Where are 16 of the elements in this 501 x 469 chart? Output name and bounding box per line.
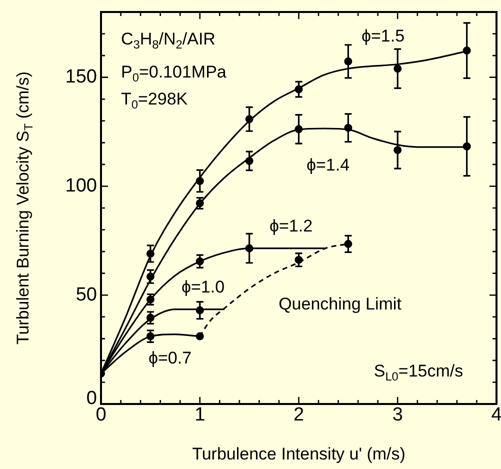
- annotation: ϕ=1.4: [306, 156, 350, 175]
- x-tick-label: 4: [491, 404, 501, 426]
- y-axis-title: Turbulent Burning Velocity ST (cm/s): [14, 71, 36, 345]
- annotation: ϕ=0.7: [148, 348, 192, 368]
- y-tick-label: 50: [76, 284, 97, 306]
- annotation: ϕ=1.2: [269, 216, 313, 236]
- annotation: Quenching Limit: [278, 294, 402, 314]
- annotation: ϕ=1.0: [181, 278, 225, 297]
- x-tick-label: 3: [392, 404, 403, 426]
- x-axis-title: Turbulence Intensity u' (m/s): [192, 444, 406, 464]
- y-tick-label: 100: [65, 175, 97, 196]
- y-tick-label: 150: [65, 66, 97, 88]
- annotation: ϕ=1.5: [361, 26, 405, 46]
- y-tick-label: 0: [86, 388, 97, 410]
- x-tick-label: 2: [293, 404, 304, 426]
- x-tick-label: 1: [194, 404, 206, 426]
